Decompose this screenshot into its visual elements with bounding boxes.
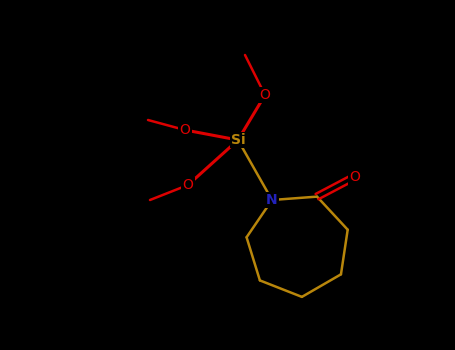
Text: Si: Si xyxy=(231,133,245,147)
Text: O: O xyxy=(259,88,270,102)
Text: O: O xyxy=(349,170,360,184)
Text: N: N xyxy=(266,193,278,207)
Text: O: O xyxy=(182,178,193,192)
Text: O: O xyxy=(180,123,191,137)
